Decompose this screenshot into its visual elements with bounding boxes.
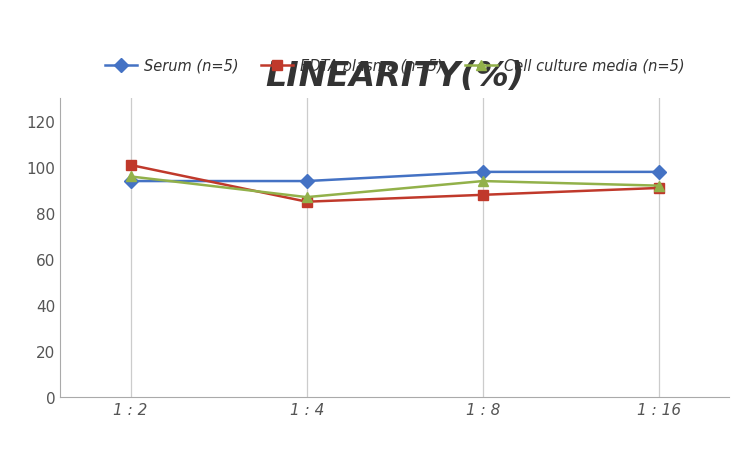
Line: Serum (n=5): Serum (n=5) [126,168,664,187]
Serum (n=5) [126,179,135,184]
EDTA plasma (n=5) [478,193,487,198]
Cell culture media (n=5) [478,179,487,184]
EDTA plasma (n=5) [302,199,311,205]
Serum (n=5) [654,170,663,175]
EDTA plasma (n=5) [654,186,663,191]
Cell culture media (n=5) [654,184,663,189]
Legend: Serum (n=5), EDTA plasma (n=5), Cell culture media (n=5): Serum (n=5), EDTA plasma (n=5), Cell cul… [99,53,690,79]
Title: LINEARITY(%): LINEARITY(%) [265,60,524,92]
Cell culture media (n=5) [302,195,311,200]
EDTA plasma (n=5) [126,163,135,168]
Line: Cell culture media (n=5): Cell culture media (n=5) [126,172,664,202]
Line: EDTA plasma (n=5): EDTA plasma (n=5) [126,161,664,207]
Serum (n=5) [302,179,311,184]
Cell culture media (n=5) [126,175,135,180]
Serum (n=5) [478,170,487,175]
